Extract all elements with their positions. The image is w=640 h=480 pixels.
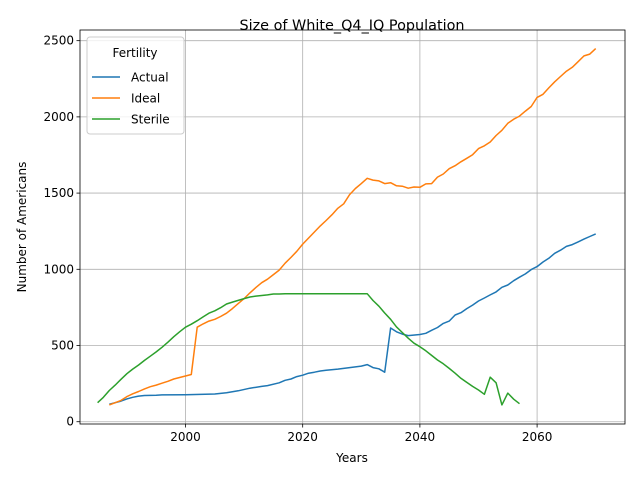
series-line-actual (109, 233, 597, 405)
y-axis-label: Number of Americans (15, 162, 29, 293)
legend-label-ideal: Ideal (131, 92, 160, 106)
axis-ticks: 2000 2020 2040 2060 0 500 1000 1500 2000 2500 (43, 34, 552, 444)
series-lines (97, 48, 597, 406)
plot-frame (79, 29, 626, 425)
y-tick-label: 1500 (43, 186, 74, 200)
y-tick-label: 2000 (43, 110, 74, 124)
x-axis-label: Years (335, 451, 368, 465)
x-tick-label: 2040 (405, 430, 436, 444)
x-tick-label: 2060 (522, 430, 553, 444)
legend-label-sterile: Sterile (131, 113, 170, 127)
chart-title: Size of White_Q4_IQ Population (239, 18, 464, 34)
y-tick-label: 1000 (43, 262, 74, 276)
legend-box (86, 36, 185, 135)
y-tick-label: 500 (51, 339, 74, 353)
legend-entries: Actual Ideal Sterile (92, 71, 170, 127)
series-line-sterile (97, 292, 520, 406)
legend-label-actual: Actual (131, 71, 169, 85)
x-tick-label: 2020 (287, 430, 318, 444)
legend-title: Fertility (112, 46, 157, 60)
series-line-ideal (109, 48, 597, 406)
x-tick-label: 2000 (170, 430, 201, 444)
y-tick-label: 0 (66, 415, 74, 429)
y-tick-label: 2500 (43, 34, 74, 48)
legend: Fertility Actual Ideal Sterile (86, 36, 185, 135)
